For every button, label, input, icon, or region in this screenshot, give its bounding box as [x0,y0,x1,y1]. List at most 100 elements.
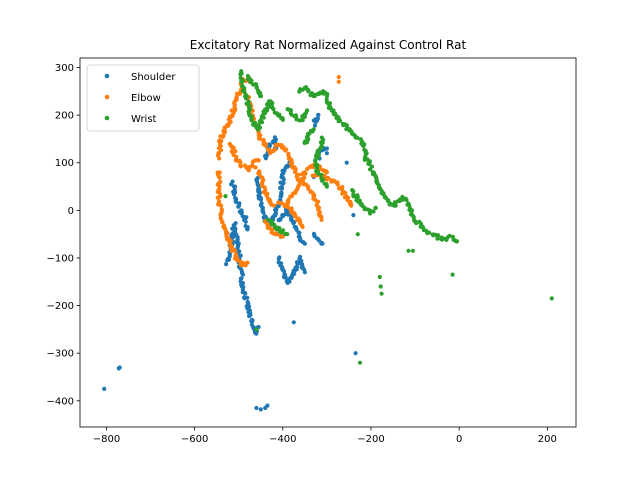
data-point [410,248,415,253]
data-point [378,284,383,289]
data-point [315,116,320,121]
data-point [271,203,277,208]
data-point [316,199,321,204]
data-point [258,197,264,202]
x-tick-label: 200 [538,434,557,445]
data-point [285,232,290,237]
data-point [254,84,259,90]
data-point [349,203,354,208]
data-point [254,327,259,332]
data-point [344,123,349,128]
y-tick-label: 200 [55,111,74,122]
data-point [406,248,411,253]
x-tick-label: −200 [357,434,384,445]
data-point [284,147,289,152]
data-point [361,143,366,149]
data-point [239,80,244,85]
x-tick-label: −600 [181,434,208,445]
data-point [217,156,222,161]
data-point [239,211,244,216]
data-point [427,230,432,235]
data-point [292,220,297,225]
data-point [319,214,324,219]
data-point [344,127,349,132]
legend-marker [104,73,110,79]
data-point [450,272,455,277]
data-point [280,117,285,122]
data-point [313,158,318,164]
data-point [117,365,122,370]
data-point [234,94,239,100]
data-point [353,351,358,356]
data-point [379,291,384,296]
data-point [233,196,238,201]
data-point [312,123,318,128]
data-point [409,208,415,213]
data-point [347,128,352,133]
chart-title: Excitatory Rat Normalized Against Contro… [190,38,467,52]
data-point [549,296,554,301]
x-axis: −800 −600 −400 −200 0 200 [93,427,557,445]
data-point [297,230,302,235]
data-point [102,386,107,391]
data-point [305,108,310,113]
data-point [238,72,243,77]
data-point [271,106,276,111]
legend-marker [104,115,110,121]
data-point [397,197,402,202]
data-point [371,209,376,214]
data-point [291,320,296,325]
data-point [261,137,266,143]
data-point [410,213,415,218]
data-point [344,160,349,165]
data-point [265,105,270,110]
data-point [381,191,386,196]
data-point [245,260,250,265]
data-point [300,224,305,230]
data-point [357,360,363,365]
data-point [338,118,343,123]
data-point [217,184,222,189]
y-tick-label: −100 [47,253,74,264]
data-point [302,170,307,175]
data-point [341,123,346,128]
x-tick-label: −800 [93,434,120,445]
data-point [256,122,261,128]
data-point [276,113,281,118]
data-point [231,145,236,150]
data-point [336,74,341,80]
data-point [216,195,221,200]
data-point [368,167,373,172]
data-point [258,407,263,412]
data-point [217,175,222,180]
data-point [243,219,248,224]
data-point [236,204,241,209]
data-point [225,231,230,236]
data-point [219,203,224,208]
data-point [324,94,329,99]
data-point [265,403,270,408]
data-point [223,194,228,199]
data-point [249,78,254,83]
data-point [335,182,340,187]
data-point [282,275,288,280]
data-point [253,165,258,170]
data-point [242,290,248,296]
data-point [292,213,297,219]
data-point [414,221,419,226]
data-point [373,205,378,211]
data-point [294,227,299,232]
data-point [324,146,329,151]
x-tick-label: −400 [269,434,296,445]
data-point [454,239,460,244]
data-point [305,166,310,172]
legend: Shoulder Elbow Wrist [86,64,200,132]
data-point [435,233,441,238]
data-point [281,180,286,186]
y-tick-label: −400 [47,396,74,407]
data-point [258,94,263,99]
data-point [324,151,329,156]
data-point [404,197,409,203]
y-tick-label: 0 [68,206,74,217]
data-point [249,117,254,122]
